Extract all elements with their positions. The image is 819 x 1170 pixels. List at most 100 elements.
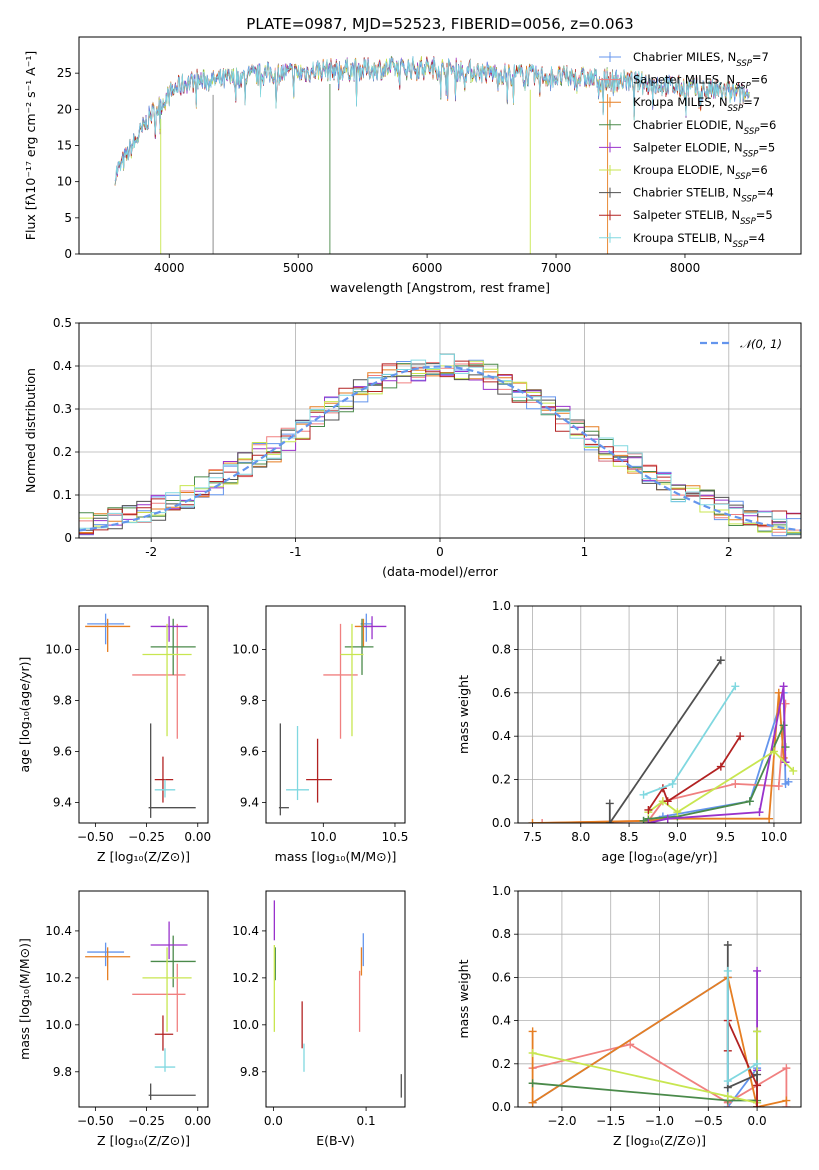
x-tick-label: 8000 <box>670 261 701 275</box>
y-tick-label: 0.6 <box>492 970 511 984</box>
x-tick-label: 1 <box>581 545 589 559</box>
plus-marker <box>716 656 725 665</box>
legend-label: Salpeter ELODIE, NSSP=5 <box>633 140 775 159</box>
plus-marker <box>639 790 648 799</box>
y-axis-label: mass weight <box>456 675 471 754</box>
weight-line <box>726 970 758 1083</box>
plot-frame <box>517 890 802 1108</box>
chart-mass-vs-ebv: 0.0 0.1 9.8 10.0 10.2 10.4 E(B-V) <box>232 890 406 1148</box>
y-tick-label: 25 <box>57 66 72 80</box>
y-axis-label: mass [log₁₀(M/M⊙)] <box>17 938 32 1060</box>
y-tick-label: 9.8 <box>53 1065 72 1079</box>
y-tick-label: 0.0 <box>492 816 511 830</box>
plot-frame <box>78 890 209 1108</box>
plus-marker <box>779 682 788 691</box>
plot-frame <box>78 36 802 255</box>
histogram-salpeter-stelib <box>79 360 801 535</box>
y-tick-label: 0.3 <box>53 402 72 416</box>
plus-marker <box>753 1081 762 1090</box>
plus-marker <box>723 966 732 975</box>
chart-spectrum: 4000 5000 6000 7000 8000 0 5 10 15 20 25 wavelength… <box>23 36 802 295</box>
x-tick-label: −1.5 <box>596 1114 625 1128</box>
y-tick-label: 20 <box>57 102 72 116</box>
plus-marker <box>723 1092 732 1101</box>
x-tick-label: −1.0 <box>645 1114 674 1128</box>
plus-marker <box>731 682 740 691</box>
y-tick-label: 9.8 <box>240 1065 259 1079</box>
plus-marker <box>528 819 537 823</box>
plus-marker <box>781 699 790 708</box>
plot-area <box>85 921 196 1100</box>
spectrum-line-kroupa-stelib <box>114 56 750 185</box>
y-tick-label: 0 <box>64 531 72 545</box>
x-tick-label: 0 <box>436 545 444 559</box>
y-tick-label: 9.6 <box>240 745 259 759</box>
y-axis-label: Flux [fλ10⁻¹⁷ erg cm⁻² s⁻¹ A⁻¹] <box>23 51 38 240</box>
x-tick-label: 9.5 <box>716 830 735 844</box>
weight-line <box>643 721 787 822</box>
plot-area <box>278 613 387 816</box>
plus-marker <box>723 941 732 949</box>
x-tick-label: 10.0 <box>761 830 788 844</box>
y-tick-label: 10.0 <box>45 1018 72 1032</box>
legend-label: Kroupa STELIB, NSSP=4 <box>633 231 765 250</box>
x-tick-label: −0.25 <box>128 1114 165 1128</box>
y-axis-label: mass weight <box>456 959 471 1038</box>
y-tick-label: 0.4 <box>492 729 511 743</box>
x-tick-label: 8.5 <box>620 830 639 844</box>
plus-marker <box>639 816 648 823</box>
y-tick-label: 9.6 <box>53 745 72 759</box>
x-tick-label: 0.0 <box>264 1114 283 1128</box>
x-tick-label: -1 <box>290 545 302 559</box>
x-tick-label: −0.50 <box>77 830 114 844</box>
histogram-kroupa-stelib <box>79 353 801 535</box>
y-tick-label: 1.0 <box>492 884 511 898</box>
chart-mass-vs-Z: −0.50 −0.25 0.00 9.8 10.0 10.2 10.4 Z [log₁₀(Z/… <box>17 890 211 1148</box>
y-tick-label: 0.2 <box>53 445 72 459</box>
plus-marker <box>731 779 740 788</box>
x-tick-label: 4000 <box>154 261 185 275</box>
plus-marker <box>644 805 653 814</box>
y-tick-label: 9.8 <box>240 693 259 707</box>
chart-weight-vs-age: 7.5 8.0 8.5 9.0 9.5 10.0 0.0 0.2 0.4 0.6 0.8 1.0 age… <box>456 599 802 864</box>
legend-label: Chabrier STELIB, NSSP=4 <box>633 186 774 205</box>
x-tick-label: 0.1 <box>357 1114 376 1128</box>
y-tick-label: 9.4 <box>240 796 259 810</box>
plus-marker <box>723 1077 732 1086</box>
x-tick-label: 7000 <box>541 261 572 275</box>
plus-marker <box>753 1070 762 1079</box>
y-tick-label: 10.0 <box>232 1018 259 1032</box>
plus-marker <box>528 1098 537 1107</box>
plot-frame <box>78 322 802 539</box>
plus-marker <box>528 1027 537 1036</box>
weight-line <box>532 692 785 823</box>
y-axis-label: age [log₁₀(age/yr)] <box>17 657 32 773</box>
chart-age-vs-Z: −0.50 −0.25 0.00 9.4 9.6 9.8 10.0 Z [log₁₀(Z/Z⊙… <box>17 605 211 864</box>
y-tick-label: 0.6 <box>492 686 511 700</box>
x-tick-label: 0.0 <box>748 1114 767 1128</box>
plot-area <box>85 613 196 818</box>
plus-marker <box>663 797 672 806</box>
plot-frame <box>517 605 802 824</box>
x-tick-label: 7.5 <box>523 830 542 844</box>
plus-marker <box>765 814 774 823</box>
plus-marker <box>769 747 778 756</box>
x-tick-label: −0.5 <box>694 1114 723 1128</box>
weight-line <box>726 945 758 1107</box>
y-tick-label: 10.2 <box>45 971 72 985</box>
plus-marker <box>538 819 547 823</box>
figure-title: PLATE=0987, MJD=52523, FIBERID=0056, z=0… <box>246 15 633 33</box>
plus-marker <box>673 808 682 817</box>
weight-line <box>532 975 758 1107</box>
x-tick-label: 6000 <box>412 261 443 275</box>
x-tick-label: -2 <box>145 545 157 559</box>
y-tick-label: 0.8 <box>492 927 511 941</box>
y-tick-label: 0.4 <box>53 359 72 373</box>
x-axis-label: wavelength [Angstrom, rest frame] <box>330 280 550 295</box>
y-tick-label: 10.4 <box>232 924 259 938</box>
plus-marker <box>663 814 672 823</box>
y-tick-label: 0.5 <box>53 316 72 330</box>
plot-area <box>273 900 402 1098</box>
x-tick-label: 8.0 <box>571 830 590 844</box>
x-axis-label: Z [log₁₀(Z/Z⊙)] <box>613 1133 706 1148</box>
